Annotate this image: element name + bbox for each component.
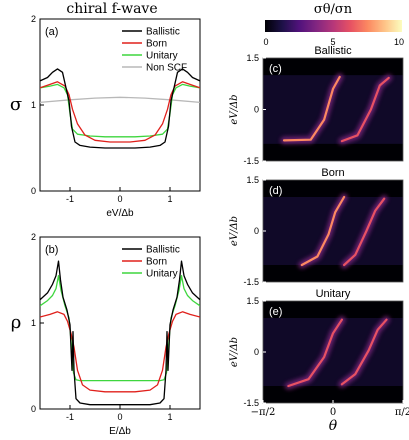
panel-d-feature-ridge-0 [300,195,346,267]
panel-e-title: Unitary [316,288,351,300]
panel-a-series-ballistic [40,68,200,149]
panel-d-heatmap-born: (d) Born -1.5 0 1.5 eV/Δb [229,167,404,287]
panel-a-ytick-label: 0 [31,186,36,196]
panel-b-series-unitary [40,275,200,382]
panel-e-panel-label: (e) [269,306,282,318]
panel-a-xtick-label: 0 [117,194,122,204]
panel-d-panel-label: (d) [269,185,282,197]
panel-e-ytick-label: 0 [254,347,259,357]
panel-c-ytick-label: 0 [254,105,259,115]
panel-a-ytick-label: 2 [31,14,36,24]
panel-a-plot-frame [39,18,201,192]
panel-b-legend-entry-ballistic: Ballistic [146,245,180,256]
panel-e-xtick-label: 0 [330,407,336,418]
panel-c-title: Ballistic [314,45,352,57]
panel-c-ylabel: eV/Δb [229,94,240,124]
panel-b-xtick-label: 0 [117,412,122,422]
panel-d-ylabel: eV/Δb [229,216,240,246]
panel-b-legend-entry-unitary: Unitary [146,269,178,280]
panel-e-xlabel: θ [329,418,338,434]
panel-b-ytick-label: 0 [31,404,36,414]
panel-d-ytick-label: 1.5 [246,175,259,185]
panel-b-xtick-label: 1 [167,412,172,422]
panel-b-ylabel: ρ [11,312,22,333]
panel-c-feature-ridge-0 [282,75,341,142]
panel-c-heatmap-ballistic: (c) Ballistic -1.5 0 1.5 eV/Δb [229,45,404,166]
panel-d-ytick-label: 0 [254,226,259,236]
panel-b-ytick-label: 1 [31,318,36,328]
panel-a-legend-entry-non-scf: Non SCF [146,63,187,74]
panel-c-ytick-label: 1.5 [246,53,259,63]
panel-e-feature-ridge-0 [287,318,343,388]
panel-b-xtick-label: -1 [66,412,74,422]
panel-d-feature-ridge-1 [343,197,386,267]
panel-a-xtick-label: 1 [167,194,172,204]
panel-c-ytick-label: -1.5 [243,156,259,166]
panel-b-series-born [40,311,200,393]
panel-e-xtick-label: π/2 [395,407,409,418]
panel-a-legend-entry-ballistic: Ballistic [146,27,180,38]
panel-a-xtick-label: -1 [66,194,74,204]
panel-a-ylabel: σ [10,94,22,115]
panel-b-xlabel: E/Δb [109,426,131,437]
panel-b-plot-frame [39,236,201,410]
panel-b-ytick-label: 2 [31,232,36,242]
panel-e-heatmap-unitary: (e) Unitary -1.5 0 1.5 eV/Δb −π/2 0 π/2 θ [229,288,409,434]
panel-a-panel-label: (a) [45,26,58,38]
panel-d-ytick-label: -1.5 [243,277,259,287]
panel-c-panel-label: (c) [269,63,282,75]
colorbar-label: σθ/σn [314,2,353,17]
panel-a-ytick-label: 1 [31,100,36,110]
colorbar-tick-0: 0 [263,37,268,47]
panel-b-series-ballistic [40,260,200,406]
panel-e-ylabel: eV/Δb [229,337,240,367]
panel-a-series-unitary [40,83,200,138]
panel-b-legend-entry-born: Born [146,257,167,268]
panel-b-panel-label: (b) [45,244,58,256]
panel-e-xtick-label: −π/2 [251,407,276,418]
panel-e-feature-ridge-1 [340,318,388,386]
panel-a-legend-entry-unitary: Unitary [146,51,178,62]
colorbar-tick-1: 5 [330,37,335,47]
panel-a-legend-entry-born: Born [146,39,167,50]
left-title: chiral f-wave [66,1,157,17]
panel-c-feature-ridge-1 [340,76,390,143]
panel-e-ytick-label: -1.5 [243,398,259,408]
panel-e-ytick-label: 1.5 [246,296,259,306]
colorbar-tick-2: 10 [394,37,404,47]
colorbar [265,20,402,32]
panel-d-title: Born [321,167,344,179]
panel-a-xlabel: eV/Δb [106,208,134,219]
